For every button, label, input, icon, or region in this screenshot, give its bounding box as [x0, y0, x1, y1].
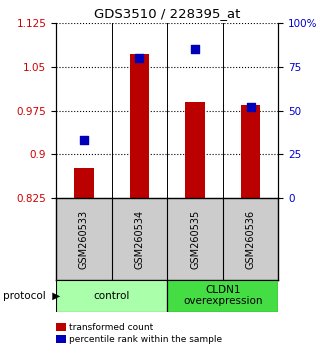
- Point: [81, 138, 86, 143]
- Bar: [185, 102, 205, 198]
- Text: transformed count: transformed count: [69, 323, 153, 332]
- Bar: [56, 280, 167, 312]
- Text: control: control: [93, 291, 130, 301]
- Text: GSM260533: GSM260533: [79, 209, 89, 269]
- Point: [248, 104, 253, 110]
- Text: GSM260535: GSM260535: [190, 209, 200, 269]
- Bar: [74, 169, 93, 198]
- Bar: [130, 54, 149, 198]
- Text: GSM260536: GSM260536: [246, 209, 256, 269]
- Point: [192, 46, 197, 52]
- Text: percentile rank within the sample: percentile rank within the sample: [69, 335, 222, 344]
- Point: [137, 55, 142, 61]
- Bar: [167, 280, 278, 312]
- Text: protocol  ▶: protocol ▶: [3, 291, 60, 301]
- Title: GDS3510 / 228395_at: GDS3510 / 228395_at: [94, 7, 240, 21]
- Text: CLDN1
overexpression: CLDN1 overexpression: [183, 285, 262, 307]
- Bar: [241, 105, 260, 198]
- Text: GSM260534: GSM260534: [134, 209, 144, 269]
